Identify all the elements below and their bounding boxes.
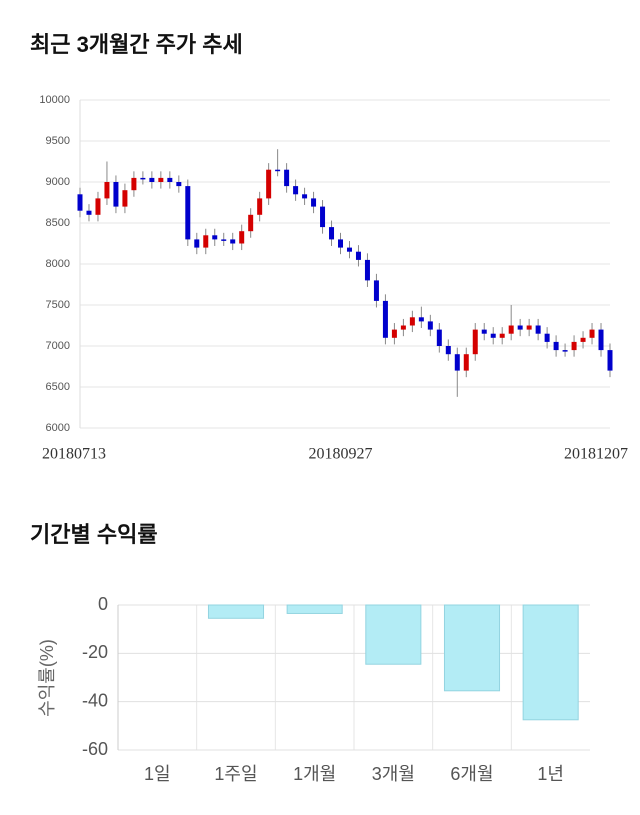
candle-body: [553, 341, 559, 351]
bar: [365, 604, 422, 665]
y-tick-label: 7000: [46, 340, 70, 352]
y-tick-label: 8000: [46, 258, 70, 270]
candle-body: [580, 337, 586, 342]
candle-body: [589, 329, 595, 338]
candle-body: [490, 333, 496, 338]
candle-body: [149, 177, 155, 182]
candle-body: [248, 214, 254, 232]
chart-title: 기간별 수익률: [30, 522, 158, 547]
candle-body: [113, 182, 119, 207]
candle-body: [86, 210, 92, 215]
candle-body: [302, 194, 308, 199]
candle-body: [167, 177, 173, 182]
candle-body: [499, 333, 505, 338]
x-tick-label: 6개월: [450, 764, 493, 784]
candle-body: [472, 329, 478, 355]
y-tick-label: -60: [82, 739, 108, 759]
candle-body: [571, 341, 577, 351]
y-tick-label: 10000: [39, 94, 70, 106]
bar: [207, 604, 265, 619]
candle-body: [104, 182, 110, 199]
x-tick-label: 1주일: [214, 764, 257, 784]
candle-body: [122, 190, 128, 207]
candle-body: [436, 329, 442, 346]
candle-body: [266, 169, 272, 199]
candle-body: [517, 325, 523, 330]
candle-body: [239, 231, 245, 244]
candle-body: [508, 325, 514, 334]
y-axis-label: 수익률(%): [37, 639, 57, 717]
x-tick-label: 3개월: [372, 764, 415, 784]
x-tick-label: 20181207: [564, 446, 628, 463]
candle-body: [346, 247, 352, 252]
x-tick-label: 20180927: [309, 446, 373, 463]
candle-body: [391, 329, 397, 338]
candle-body: [481, 329, 487, 334]
candle-body: [544, 333, 550, 342]
candle-body: [284, 169, 290, 187]
y-tick-label: 6500: [46, 381, 70, 393]
y-tick-label: -20: [82, 642, 108, 662]
candle-body: [418, 317, 424, 322]
y-tick-label: 6000: [46, 422, 70, 434]
candle-body: [364, 259, 370, 281]
candle-body: [320, 206, 326, 228]
chart-title: 최근 3개월간 주가 추세: [30, 32, 243, 57]
candle-body: [230, 239, 236, 244]
candle-body: [454, 354, 460, 371]
candle-body: [373, 280, 379, 301]
candle-body: [535, 325, 541, 334]
y-tick-label: 0: [98, 594, 108, 614]
y-tick-label: 8500: [46, 217, 70, 229]
bar: [522, 604, 579, 721]
x-tick-label: 20180713: [42, 446, 106, 463]
candle-body: [409, 317, 415, 326]
candle-body: [311, 198, 317, 207]
y-tick-label: -40: [82, 690, 108, 710]
candle-body: [562, 350, 568, 352]
y-tick-label: 9500: [46, 135, 70, 147]
candle-body: [158, 177, 164, 182]
candle-body: [275, 169, 281, 172]
candle-body: [329, 227, 335, 240]
candle-body: [140, 177, 146, 180]
candle-body: [203, 235, 209, 248]
candle-body: [77, 194, 83, 211]
x-tick-label: 1년: [537, 764, 564, 784]
candle-body: [338, 239, 344, 248]
candle-body: [95, 198, 101, 215]
candle-body: [221, 239, 227, 241]
candle-body: [400, 325, 406, 330]
candle-body: [382, 300, 388, 338]
candle-body: [463, 354, 469, 371]
y-tick-label: 7500: [46, 299, 70, 311]
x-tick-label: 1일: [144, 764, 171, 784]
candle-body: [194, 239, 200, 248]
candle-body: [257, 198, 263, 215]
candle-body: [598, 329, 604, 351]
x-tick-label: 1개월: [293, 764, 336, 784]
candle-body: [355, 251, 361, 260]
candle-body: [607, 350, 613, 371]
candle-body: [176, 182, 182, 187]
candle-body: [526, 325, 532, 330]
candle-body: [212, 235, 218, 240]
y-tick-label: 9000: [46, 176, 70, 188]
candle-body: [185, 186, 191, 240]
bar: [286, 604, 343, 614]
candle-body: [293, 186, 299, 195]
bar: [443, 604, 501, 692]
candle-body: [445, 346, 451, 355]
candle-body: [131, 177, 137, 191]
candle-body: [427, 321, 433, 330]
